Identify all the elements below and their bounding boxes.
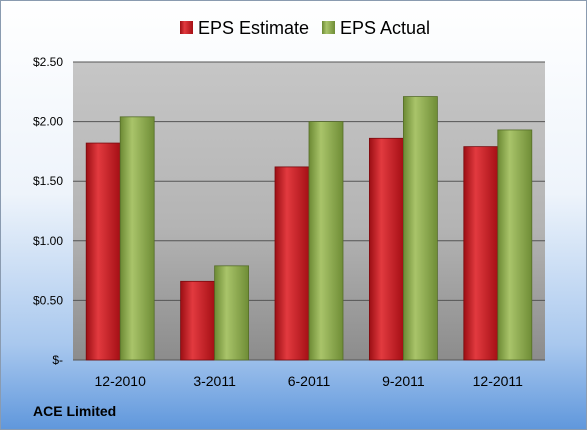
bar-eps-actual-9-2011 <box>402 96 438 361</box>
x-tick-label: 12-2010 <box>95 373 147 389</box>
legend-label-eps-actual: EPS Actual <box>340 18 430 38</box>
x-tick-label: 9-2011 <box>382 373 425 389</box>
x-axis-tick-labels: 12-2010 3-2011 6-2011 9-2011 12-2011 <box>95 373 524 389</box>
bars <box>85 96 533 361</box>
y-axis-tick-labels: $- $0.50 $1.00 $1.50 $2.00 $2.50 <box>33 55 63 367</box>
x-tick-label: 12-2011 <box>473 373 524 389</box>
y-tick-label: $1.50 <box>33 174 63 188</box>
legend: EPS Estimate EPS Actual <box>180 18 430 38</box>
y-tick-label: $2.50 <box>33 55 63 69</box>
legend-swatch-eps-estimate <box>180 21 193 34</box>
y-tick-label: $- <box>52 353 63 367</box>
bar-eps-actual-3-2011 <box>214 265 250 361</box>
x-tick-label: 3-2011 <box>193 373 236 389</box>
bar-eps-estimate-9-2011 <box>368 137 404 361</box>
bar-eps-estimate-12-2010 <box>85 142 121 361</box>
bar-eps-actual-12-2011 <box>497 129 533 361</box>
x-tick-label: 6-2011 <box>288 373 331 389</box>
legend-swatch-eps-actual <box>322 21 335 34</box>
company-label: ACE Limited <box>33 403 116 419</box>
bar-eps-estimate-12-2011 <box>463 146 499 361</box>
y-tick-label: $2.00 <box>33 115 63 129</box>
bar-eps-actual-6-2011 <box>308 121 344 361</box>
bar-eps-estimate-6-2011 <box>274 166 310 361</box>
bar-eps-actual-12-2010 <box>119 116 155 361</box>
bar-eps-estimate-3-2011 <box>180 280 216 361</box>
legend-label-eps-estimate: EPS Estimate <box>198 18 309 38</box>
y-tick-label: $0.50 <box>33 293 63 307</box>
y-tick-label: $1.00 <box>33 234 63 248</box>
